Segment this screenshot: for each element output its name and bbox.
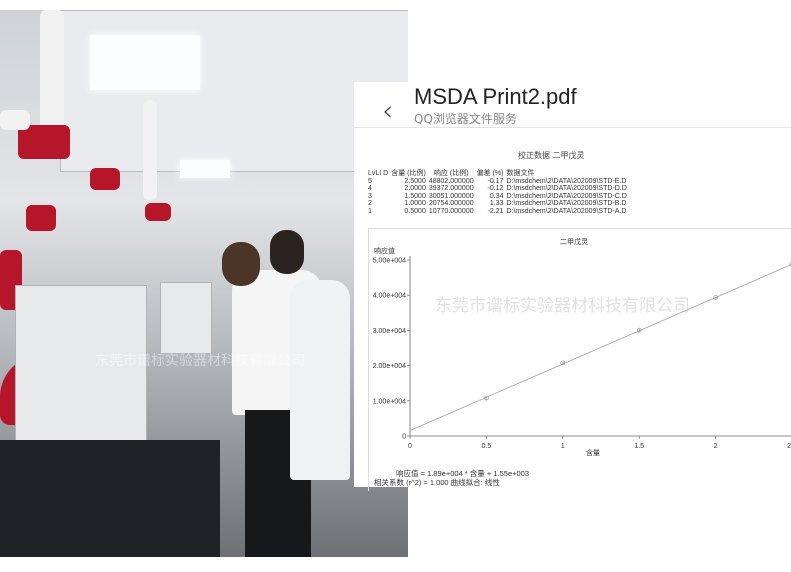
data-point xyxy=(789,262,791,267)
x-axis-label: 含量 xyxy=(586,448,600,457)
table-cell: D:\msdchem\2\DATA\202009\STD-B.D xyxy=(506,200,627,207)
header-divider xyxy=(354,127,791,128)
data-point xyxy=(636,327,642,333)
lab-instrument xyxy=(160,282,212,354)
fume-arm-joint xyxy=(26,205,56,231)
document-title: MSDA Print2.pdf xyxy=(414,84,577,109)
chart-svg: 东莞市谱标实验器材科技有限公司 二甲戊灵 响应值 含量 0 0.5 1 1.5 2 2.5… xyxy=(373,237,791,457)
table-cell: -2.21 xyxy=(487,207,504,215)
table-row: 1 0.5000 10770.000000 -2.21 D:\msdchem\2\DAT… xyxy=(368,208,630,216)
table-cell: 0.5000 xyxy=(404,207,426,215)
column-header: 含量 (比例) xyxy=(391,170,426,177)
chevron-left-icon[interactable]: ‹ xyxy=(382,94,394,127)
fit-line xyxy=(409,264,791,431)
table-cell: 2.0000 xyxy=(404,185,426,192)
data-point-label: 4 xyxy=(714,295,717,300)
column-header: 偏差 (%) xyxy=(476,170,504,177)
y-tick-label: 5.00e+004 xyxy=(373,258,406,265)
table-cell: 2 xyxy=(368,200,372,207)
calibration-chart: 东莞市谱标实验器材科技有限公司 二甲戊灵 响应值 含量 0 0.5 1 1.5 2 2.5… xyxy=(368,228,791,491)
y-tick-label: 3.00e+004 xyxy=(373,328,406,335)
person-head xyxy=(270,230,304,274)
lab-photo: 东莞市谱标实验器材科技有限公司 xyxy=(0,10,408,557)
fume-arm xyxy=(143,100,157,200)
table-row: 5 2.5000 48802.000000 -0.17 D:\msdchem\2\DAT… xyxy=(368,178,630,186)
x-tick-label: 1 xyxy=(561,443,565,450)
data-point xyxy=(484,395,489,401)
table-cell: 1.5000 xyxy=(404,192,426,200)
y-tick-label: 2.00e+004 xyxy=(373,363,406,370)
y-axis-label: 响应值 xyxy=(374,246,395,255)
person-lab-coat xyxy=(290,280,350,480)
viewer-subtitle: QQ浏览器文件服务 xyxy=(414,112,517,126)
pdf-viewer: ‹ MSDA Print2.pdf QQ浏览器文件服务 校正数据 二甲戊灵 Lv… xyxy=(354,82,791,491)
y-tick-label: 0 xyxy=(402,434,406,441)
table-cell: 20754.000000 xyxy=(428,200,474,207)
table-cell: D:\msdchem\2\DATA\202009\STD-C.D xyxy=(506,192,627,200)
chart-title: 二甲戊灵 xyxy=(560,237,588,246)
person-head xyxy=(222,242,260,286)
table-cell: 4 xyxy=(368,185,372,192)
x-tick-label: 2.5 xyxy=(787,443,791,450)
fume-arm xyxy=(40,10,64,130)
table-cell: 0.34 xyxy=(489,192,504,200)
y-tick-label: 4.00e+004 xyxy=(373,293,406,300)
fume-arm-joint xyxy=(90,168,120,190)
table-cell: D:\msdchem\2\DATA\202009\STD-D.D xyxy=(506,185,627,192)
data-point xyxy=(560,360,566,366)
x-tick-label: 2 xyxy=(714,443,718,450)
calibration-table: LvLI D 含量 (比例) 响应 (比例) 偏差 (%) 数据文件 5 2.50… xyxy=(368,170,630,215)
column-header: LvLI D xyxy=(368,170,389,177)
fit-equation: 响应值 = 1.89e+004 * 含量 + 1.55e+003 xyxy=(396,469,530,478)
table-row: 2 1.0000 20754.000000 1.33 D:\msdchem\2\DATA… xyxy=(368,200,630,208)
x-tick-label: 1.5 xyxy=(634,443,644,450)
photo-watermark: 东莞市谱标实验器材科技有限公司 xyxy=(95,353,305,369)
table-cell: 10770.000000 xyxy=(428,207,474,215)
x-tick-label: 0.5 xyxy=(482,443,492,450)
table-cell: 1.33 xyxy=(489,200,504,207)
y-tick-label: 1.00e+004 xyxy=(373,398,406,405)
lab-bench xyxy=(0,440,220,557)
table-cell: D:\msdchem\2\DATA\202009\STD-A.D xyxy=(506,207,627,215)
data-point-label: 1 xyxy=(485,396,488,401)
table-cell: -0.17 xyxy=(487,177,504,185)
table-header: LvLI D 含量 (比例) 响应 (比例) 偏差 (%) 数据文件 xyxy=(368,170,630,178)
table-row: 4 2.0000 39372.000000 -0.12 D:\msdchem\2\DAT… xyxy=(368,185,630,193)
table-cell: -0.12 xyxy=(487,185,504,192)
table-cell: 39372.000000 xyxy=(428,185,474,192)
fume-arm-joint xyxy=(145,203,171,221)
data-point xyxy=(713,295,718,300)
table-cell: D:\msdchem\2\DATA\202009\STD-E.D xyxy=(506,177,627,185)
table-row: 3 1.5000 30051.000000 0.34 D:\msdchem\2\DATA… xyxy=(368,193,630,201)
ceiling-light xyxy=(90,35,200,90)
fume-arm xyxy=(0,110,30,130)
data-point-label: 2 xyxy=(562,360,565,365)
fume-arm-joint xyxy=(18,125,70,159)
table-cell: 1.0000 xyxy=(404,200,426,207)
chart-watermark: 东莞市谱标实验器材科技有限公司 xyxy=(435,296,690,316)
table-cell: 3 xyxy=(368,192,372,200)
table-cell: 2.5000 xyxy=(404,177,426,185)
calibration-title: 校正数据 二甲戊灵 xyxy=(518,151,585,160)
table-cell: 1 xyxy=(368,207,372,215)
r-squared: 相关系数 (r^2) = 1.000 曲线拟合: 线性 xyxy=(374,478,500,487)
ceiling-light xyxy=(180,160,230,178)
column-header: 响应 (比例) xyxy=(433,170,469,177)
table-cell: 5 xyxy=(368,177,372,185)
data-point-label: 3 xyxy=(638,328,641,333)
table-cell: 30051.000000 xyxy=(428,192,474,200)
x-tick-label: 0 xyxy=(408,443,412,450)
column-header: 数据文件 xyxy=(506,170,535,177)
table-cell: 48802.000000 xyxy=(428,177,474,185)
